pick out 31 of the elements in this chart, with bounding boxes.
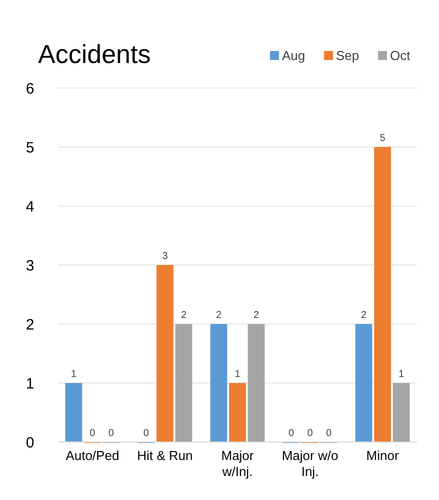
y-tick-label: 4 xyxy=(26,198,34,216)
y-tick-label: 5 xyxy=(26,139,34,156)
y-tick-label: 6 xyxy=(26,80,34,98)
legend-label: Oct xyxy=(390,48,411,63)
data-label: 1 xyxy=(398,369,405,380)
x-tick-label: Auto/Ped xyxy=(66,448,120,463)
data-label: 0 xyxy=(326,428,332,439)
y-tick-label: 0 xyxy=(26,434,34,452)
y-tick-label: 1 xyxy=(26,375,34,392)
x-tick-label: Major w/o Inj. xyxy=(282,448,338,479)
data-label: 5 xyxy=(380,133,386,144)
data-label: 1 xyxy=(234,369,241,380)
data-label: 0 xyxy=(307,428,314,439)
chart-title: Accidents xyxy=(38,39,151,69)
legend-label: Sep xyxy=(336,48,360,63)
data-label: 0 xyxy=(90,428,96,439)
y-tick-label: 2 xyxy=(26,316,34,334)
y-tick-label: 3 xyxy=(26,257,34,274)
data-label: 2 xyxy=(216,310,222,321)
x-tick-label: Minor xyxy=(366,448,400,463)
data-label: 2 xyxy=(253,310,260,321)
x-tick-label: Hit & Run xyxy=(137,448,193,463)
data-label: 0 xyxy=(143,428,150,439)
data-label: 2 xyxy=(361,310,368,321)
x-tick-label: Major w/Inj. xyxy=(221,448,254,479)
data-label: 1 xyxy=(70,369,77,380)
data-label: 2 xyxy=(180,310,187,321)
data-label: 0 xyxy=(288,428,294,439)
data-label: 0 xyxy=(108,428,114,439)
data-label: 3 xyxy=(162,251,168,262)
legend-label: Aug xyxy=(282,48,306,63)
